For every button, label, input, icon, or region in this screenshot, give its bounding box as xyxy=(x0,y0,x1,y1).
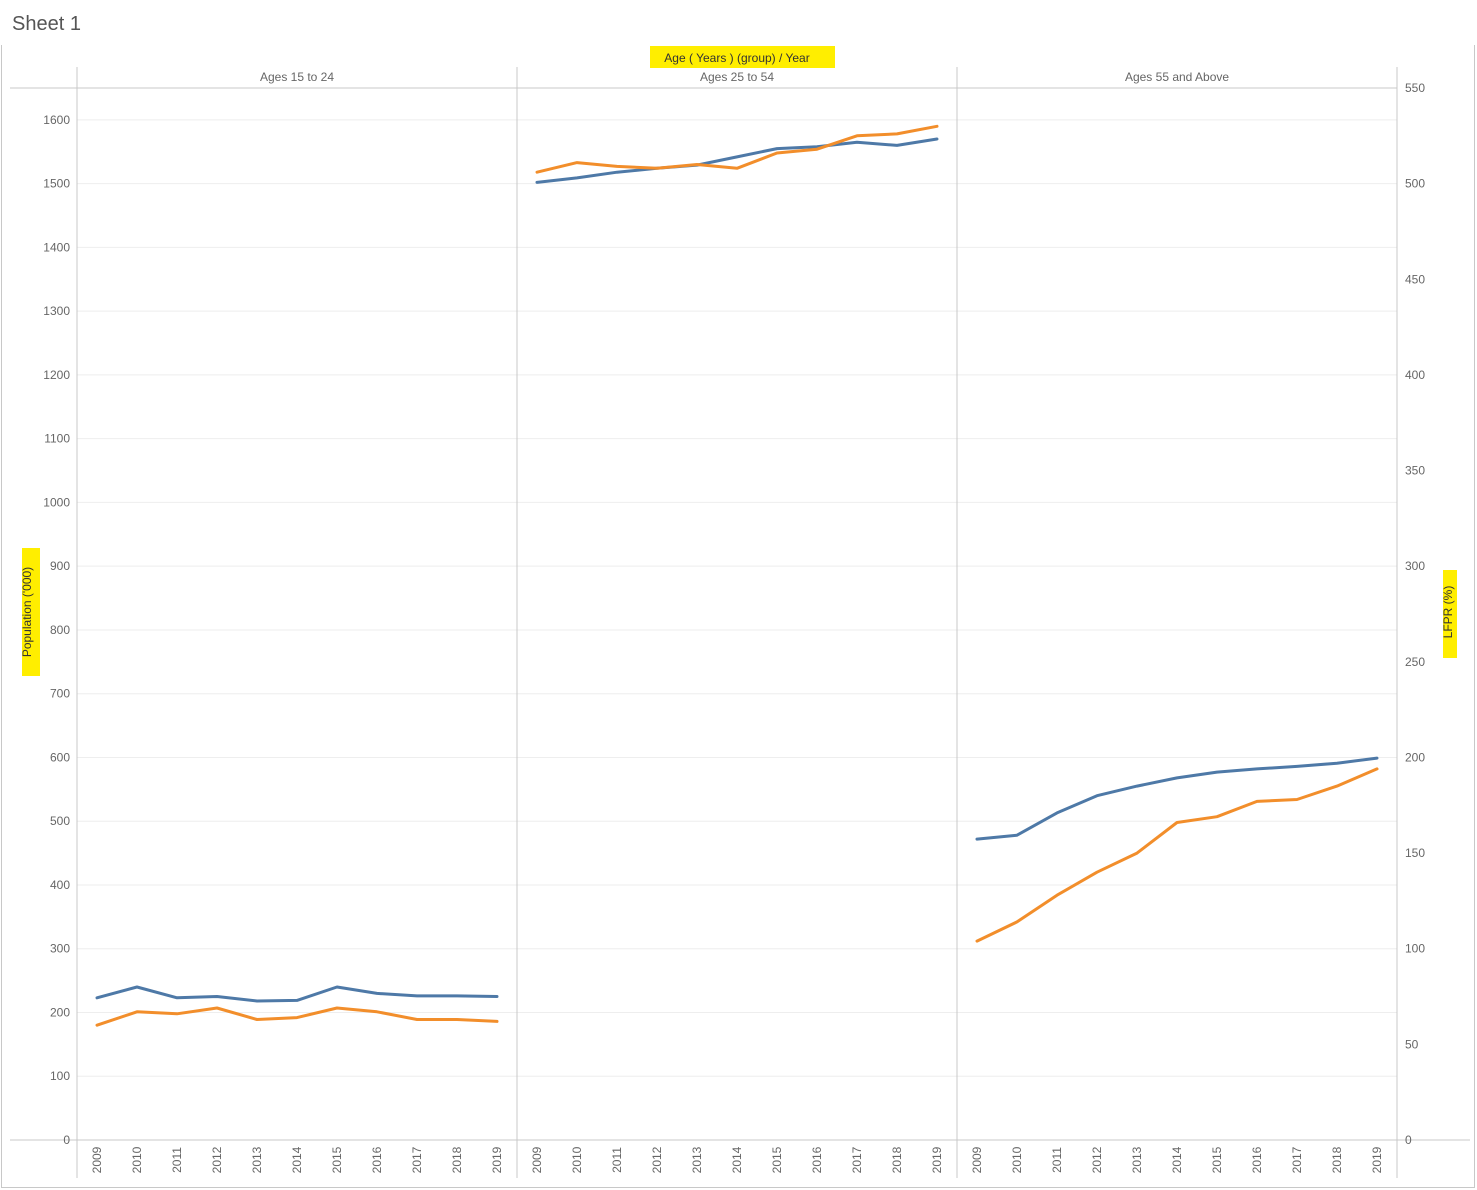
x-tick-label: 2019 xyxy=(1370,1146,1384,1173)
gridlines xyxy=(77,119,1397,1077)
right-tick-label: 400 xyxy=(1405,368,1425,382)
right-tick-label: 100 xyxy=(1405,942,1425,956)
x-tick-label: 2013 xyxy=(250,1146,264,1173)
left-tick-label: 500 xyxy=(50,814,70,828)
series-line-0-1 xyxy=(95,1006,499,1027)
series-line-0-0 xyxy=(95,985,499,1003)
column-header-title: Age ( Years ) (group) / Year xyxy=(664,51,809,65)
left-tick-label: 1500 xyxy=(43,177,70,191)
x-tick-label: 2015 xyxy=(1210,1146,1224,1173)
x-tick-label: 2014 xyxy=(1170,1146,1184,1173)
right-axis-ticks: 0 50 100 150 200 250 300 350 400 450 500 550 xyxy=(1405,81,1425,1147)
right-tick-label: 0 xyxy=(1405,1133,1412,1147)
x-tick-label: 2019 xyxy=(490,1146,504,1173)
x-tick-label: 2010 xyxy=(130,1146,144,1173)
worksheet-frame xyxy=(1,45,1475,1188)
series-line-2-0 xyxy=(975,756,1379,841)
right-tick-label: 150 xyxy=(1405,846,1425,860)
x-tick-label: 2016 xyxy=(810,1146,824,1173)
x-tick-label: 2011 xyxy=(170,1147,184,1173)
left-tick-label: 800 xyxy=(50,623,70,637)
x-tick-label: 2011 xyxy=(1050,1147,1064,1173)
x-tick-label: 2010 xyxy=(570,1146,584,1173)
x-tick-label: 2012 xyxy=(650,1146,664,1173)
x-tick-label: 2016 xyxy=(370,1146,384,1173)
left-tick-label: 0 xyxy=(63,1133,70,1147)
pane-dividers xyxy=(10,67,1470,1178)
x-tick-label: 2010 xyxy=(1010,1146,1024,1173)
x-tick-label: 2019 xyxy=(930,1146,944,1173)
sheet-title: Sheet 1 xyxy=(12,13,81,35)
series-line-1-0 xyxy=(535,137,939,184)
x-tick-label: 2018 xyxy=(450,1146,464,1173)
x-tick-label: 2016 xyxy=(1250,1146,1264,1173)
pane-header-1: Ages 25 to 54 xyxy=(700,70,774,84)
right-axis-title: LFPR (%) xyxy=(1441,586,1455,639)
series-line-2-1 xyxy=(975,767,1379,943)
highlight-mark-0 xyxy=(650,46,835,68)
x-tick-label: 2014 xyxy=(290,1146,304,1173)
left-axis-ticks: 0 100 200 300 400 500 600 700 800 900 1000 1100 1200… xyxy=(43,113,70,1147)
left-tick-label: 900 xyxy=(50,559,70,573)
left-tick-label: 200 xyxy=(50,1005,70,1019)
left-tick-label: 700 xyxy=(50,687,70,701)
left-axis-title: Population ('000) xyxy=(20,567,34,657)
left-tick-label: 300 xyxy=(50,942,70,956)
x-tick-label: 2013 xyxy=(1130,1146,1144,1173)
left-tick-label: 1300 xyxy=(43,304,70,318)
highlight-mark-1 xyxy=(22,548,40,676)
right-tick-label: 500 xyxy=(1405,177,1425,191)
left-tick-label: 1600 xyxy=(43,113,70,127)
x-tick-label: 2018 xyxy=(1330,1146,1344,1173)
x-tick-label: 2009 xyxy=(970,1146,984,1173)
x-tick-label: 2011 xyxy=(610,1147,624,1173)
x-tick-label: 2017 xyxy=(1290,1146,1304,1173)
x-tick-label: 2017 xyxy=(850,1146,864,1173)
x-tick-label: 2018 xyxy=(890,1146,904,1173)
pane-headers: Ages 15 to 24 Ages 25 to 54 Ages 55 and Ab… xyxy=(260,70,1229,84)
pane-header-0: Ages 15 to 24 xyxy=(260,70,334,84)
left-tick-label: 100 xyxy=(50,1069,70,1083)
left-tick-label: 400 xyxy=(50,878,70,892)
x-tick-label: 2009 xyxy=(530,1146,544,1173)
right-tick-label: 350 xyxy=(1405,464,1425,478)
right-tick-label: 250 xyxy=(1405,655,1425,669)
x-tick-label: 2012 xyxy=(1090,1146,1104,1173)
right-tick-label: 200 xyxy=(1405,750,1425,764)
highlight-marks xyxy=(22,46,1457,676)
left-tick-label: 1000 xyxy=(43,495,70,509)
right-tick-label: 450 xyxy=(1405,272,1425,286)
series-lines xyxy=(95,124,1379,1027)
right-tick-label: 550 xyxy=(1405,81,1425,95)
x-tick-label: 2015 xyxy=(330,1146,344,1173)
x-tick-label: 2014 xyxy=(730,1146,744,1173)
left-tick-label: 600 xyxy=(50,750,70,764)
highlight-mark-2 xyxy=(1443,570,1457,658)
x-tick-label: 2009 xyxy=(90,1146,104,1173)
x-tick-label: 2012 xyxy=(210,1146,224,1173)
x-tick-label: 2013 xyxy=(690,1146,704,1173)
x-axis-ticks: 2009 2010 2011 2012 2013 2014 2015 2016 2017 2018… xyxy=(90,1146,1384,1173)
right-tick-label: 300 xyxy=(1405,559,1425,573)
right-tick-label: 50 xyxy=(1405,1037,1419,1051)
left-tick-label: 1200 xyxy=(43,368,70,382)
x-tick-label: 2015 xyxy=(770,1146,784,1173)
series-line-1-1 xyxy=(535,124,939,174)
left-tick-label: 1100 xyxy=(44,432,70,446)
x-tick-label: 2017 xyxy=(410,1146,424,1173)
left-tick-label: 1400 xyxy=(43,240,70,254)
pane-header-2: Ages 55 and Above xyxy=(1125,70,1229,84)
